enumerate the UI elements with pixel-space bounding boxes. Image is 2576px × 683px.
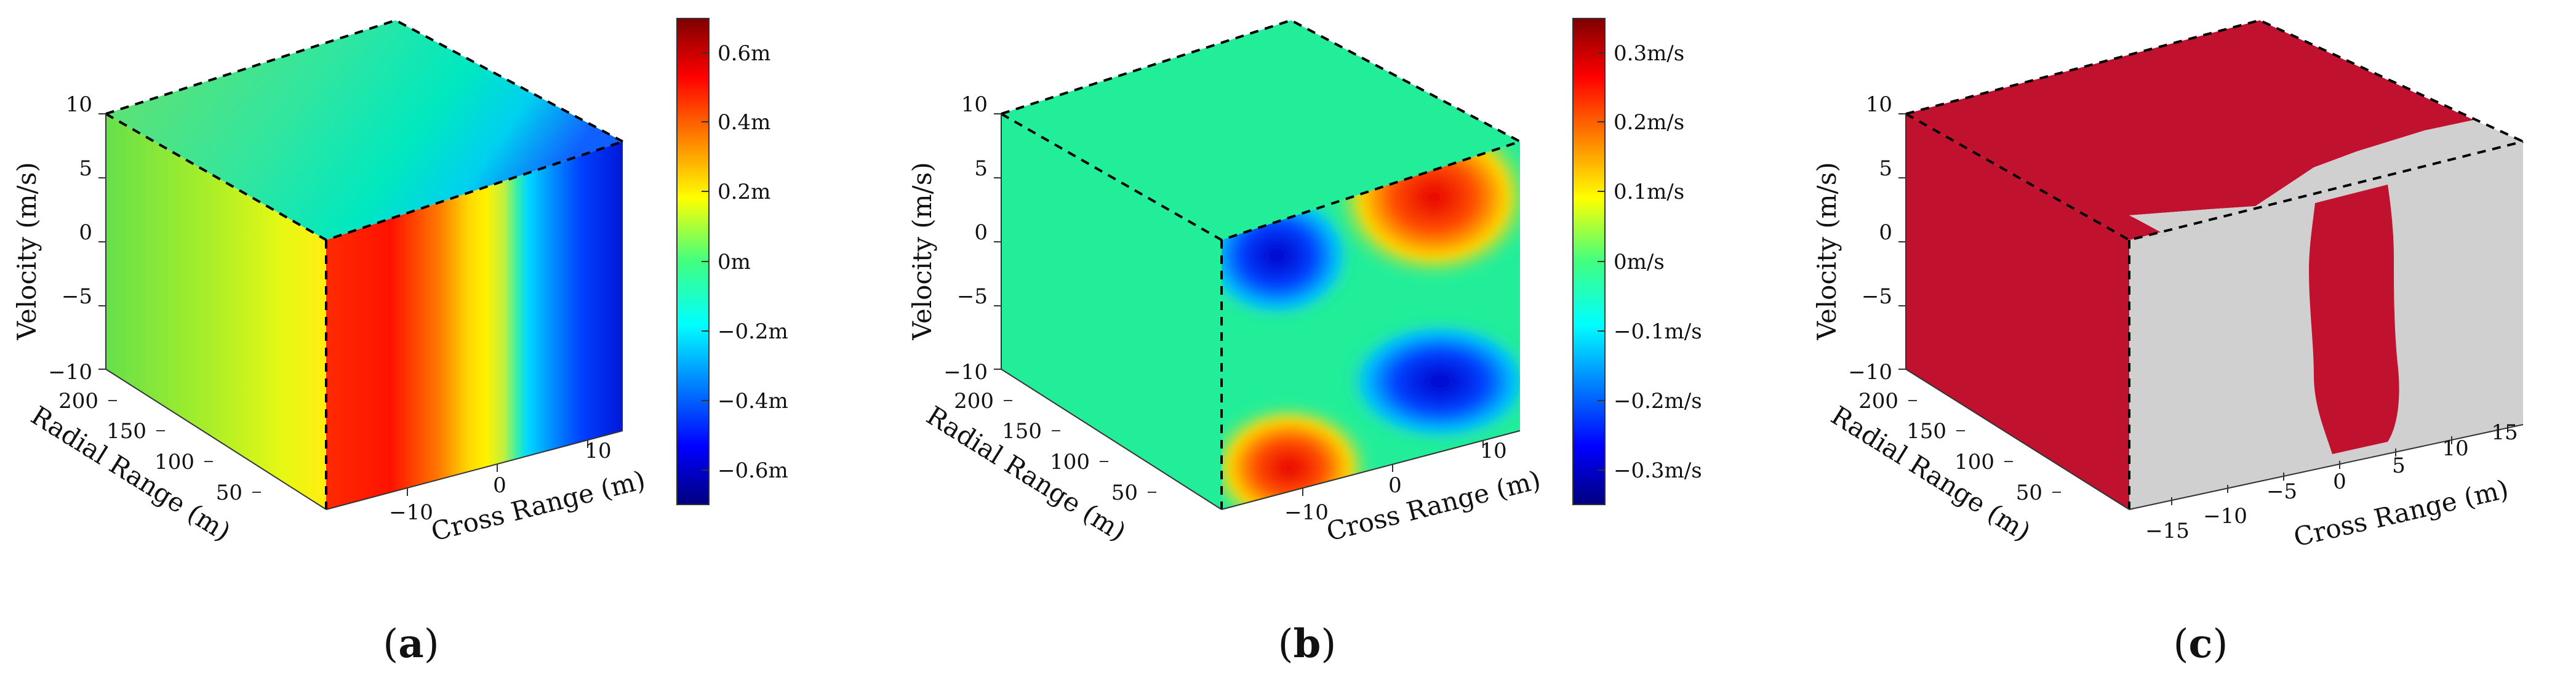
panel-a-x-tick: −10 xyxy=(389,500,433,525)
panel-b-y-tick: 150 xyxy=(1002,419,1042,444)
panel-c-hidden-edges xyxy=(1905,18,2524,509)
panel-a-x-tick: 0 xyxy=(493,473,506,498)
panel-b-left-face xyxy=(1001,114,1222,509)
panel-a-colorbar-tick: 0.2m xyxy=(718,180,770,204)
panel-a-z-tick: −10 xyxy=(48,360,92,385)
panel-c-z-axis: 10 5 0 −5 −10 Velocity (m/s) xyxy=(1812,92,1906,385)
panel-c-left-face xyxy=(1906,114,2129,509)
panel-a-z-tick: 5 xyxy=(79,156,92,181)
panel-b-label-letter: b xyxy=(1294,621,1321,667)
panel-a-left-face xyxy=(106,114,326,509)
panel-b-z-tick: −5 xyxy=(957,284,988,309)
panel-c-front-region xyxy=(2309,185,2399,454)
panel-b-colorbar: 0.3m/s 0.2m/s 0.1m/s 0m/s −0.1m/s −0.2m/… xyxy=(1572,18,1702,505)
panel-c-z-label: Velocity (m/s) xyxy=(1812,162,1842,340)
panel-b-y-tick: 50 xyxy=(1111,481,1138,505)
panel-c-y-tick: 200 xyxy=(1858,389,1898,413)
panel-b-x-tick: 0 xyxy=(1388,473,1402,498)
panel-b-colorbar-tick: 0.1m/s xyxy=(1614,180,1684,204)
panel-c-z-tick: −10 xyxy=(1848,360,1892,385)
panel-b-colorbar-tick: −0.3m/s xyxy=(1614,458,1702,483)
panel-b-colorbar-tick: −0.2m/s xyxy=(1614,389,1702,413)
panel-a-colorbar-tick: −0.6m xyxy=(718,458,788,483)
panel-c-x-tick: 15 xyxy=(2491,420,2518,445)
panel-a-z-label: Velocity (m/s) xyxy=(12,162,42,340)
panel-a-z-tick: −5 xyxy=(62,284,92,309)
panel-b-x-tick: −10 xyxy=(1284,500,1329,525)
panel-b-colorbar-tick: 0.2m/s xyxy=(1614,110,1684,135)
panel-a-colorbar-tick: 0.6m xyxy=(718,41,770,66)
panel-b-x-label: Cross Range (m) xyxy=(1324,465,1544,547)
panel-c-x-tick: −5 xyxy=(2266,479,2297,504)
panel-c-x-label: Cross Range (m) xyxy=(2291,474,2511,553)
panel-c-y-tick: 150 xyxy=(1906,419,1946,444)
panel-a-colorbar-tick: 0.4m xyxy=(718,110,770,135)
panel-c-x-tick: −10 xyxy=(2203,504,2247,529)
panel-b-label: (b) xyxy=(1278,621,1337,667)
panel-a-x-tick: 10 xyxy=(585,439,611,463)
panel-b-z-tick: −10 xyxy=(943,360,988,385)
panel-a-y-tick: 200 xyxy=(58,389,98,413)
panel-a-label-letter: a xyxy=(398,621,423,667)
panel-b: 10 5 0 −5 −10 Velocity (m/s) 200 150 100… xyxy=(907,18,1702,667)
panel-c-x-tick: −15 xyxy=(2145,519,2190,543)
panel-a-label: (a) xyxy=(383,621,439,667)
panel-b-hidden-edges xyxy=(1001,18,1521,509)
panel-a-z-tick: 0 xyxy=(79,220,92,245)
panel-a-y-tick: 150 xyxy=(106,419,146,444)
panel-b-y-tick: 100 xyxy=(1050,450,1090,474)
panel-a-top-face xyxy=(106,20,623,240)
panel-b-z-tick: 5 xyxy=(974,156,988,181)
panel-a-z-axis: 10 5 0 −5 −10 Velocity (m/s) xyxy=(12,92,106,385)
panel-a-x-label: Cross Range (m) xyxy=(428,465,649,547)
panel-c-x-tick: 0 xyxy=(2333,469,2346,494)
panel-a-z-tick: 10 xyxy=(66,92,92,117)
panel-b-top-face xyxy=(1001,20,1520,240)
panel-c-y-tick: 50 xyxy=(2016,481,2042,505)
panel-a-hidden-edges xyxy=(105,18,623,509)
panel-c-label: (c) xyxy=(2174,621,2228,667)
panel-a-front-face xyxy=(326,142,623,509)
panel-c-x-tick: 10 xyxy=(2442,436,2468,461)
panel-b-colorbar-tick: 0m/s xyxy=(1614,250,1665,274)
panel-c-z-tick: 10 xyxy=(1866,92,1892,117)
panel-a: 10 5 0 −5 −10 Velocity (m/s) 200 150 100… xyxy=(12,18,788,667)
panel-c-top-background xyxy=(2129,120,2523,240)
panel-b-z-tick: 0 xyxy=(974,220,988,245)
panel-b-z-axis: 10 5 0 −5 −10 Velocity (m/s) xyxy=(907,92,1002,385)
panel-b-colorbar-tick: −0.1m/s xyxy=(1614,319,1702,344)
panel-a-colorbar-tick: −0.4m xyxy=(718,389,788,413)
panel-c-y-tick: 100 xyxy=(1954,450,1994,474)
panel-b-y-tick: 200 xyxy=(954,389,994,413)
panel-c: 10 5 0 −5 −10 Velocity (m/s) 200 150 100… xyxy=(1812,18,2524,667)
panel-c-z-tick: 0 xyxy=(1879,220,1892,245)
panel-a-y-tick: 100 xyxy=(154,450,194,474)
panel-a-colorbar-tick: 0m xyxy=(718,250,751,274)
panel-b-x-tick: 10 xyxy=(1480,439,1506,463)
panel-c-z-tick: −5 xyxy=(1862,284,1892,309)
panel-c-top-region xyxy=(1906,20,2474,240)
panel-b-z-tick: 10 xyxy=(961,92,988,117)
panel-b-blob xyxy=(1342,317,1520,446)
panel-c-x-tick: 5 xyxy=(2392,453,2406,478)
panel-a-y-tick: 50 xyxy=(216,481,242,505)
panel-b-z-label: Velocity (m/s) xyxy=(907,162,937,340)
panel-a-colorbar-tick: −0.2m xyxy=(718,319,788,344)
panel-b-colorbar-tick: 0.3m/s xyxy=(1614,41,1684,66)
panel-a-colorbar: 0.6m 0.4m 0.2m 0m −0.2m −0.4m −0.6m xyxy=(676,18,788,505)
panel-c-label-letter: c xyxy=(2189,621,2213,667)
panel-c-z-tick: 5 xyxy=(1879,156,1892,181)
